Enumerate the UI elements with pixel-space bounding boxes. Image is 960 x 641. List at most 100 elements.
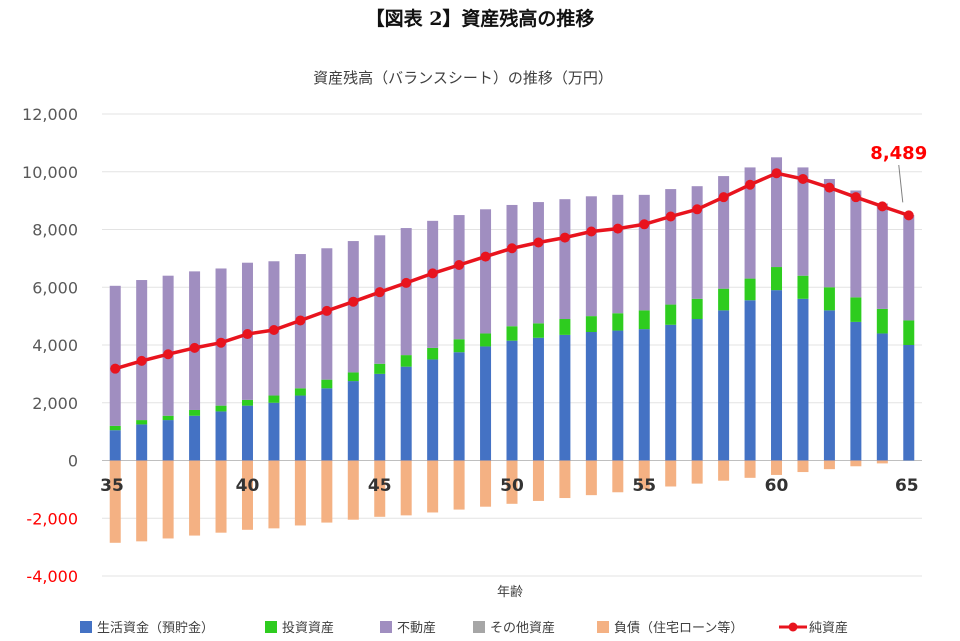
bar-segment: [427, 460, 439, 513]
bar-segment: [823, 178, 835, 288]
bar-segment: [321, 379, 333, 389]
bar-segment: [585, 196, 597, 317]
bar-segment: [797, 298, 809, 461]
net-assets-point: [903, 210, 914, 221]
net-assets-point: [136, 355, 147, 366]
bar-segment: [771, 267, 783, 291]
net-assets-point: [639, 219, 650, 230]
net-assets-point: [771, 168, 782, 179]
bar-segment: [189, 415, 201, 461]
bar-segment: [347, 241, 359, 373]
bar-segment: [718, 288, 730, 311]
bar-segment: [612, 330, 624, 461]
bar-segment: [532, 323, 544, 338]
legend-swatch: [473, 621, 485, 633]
y-tick-label: 0: [68, 452, 78, 471]
net-assets-point: [797, 173, 808, 184]
bar-segment: [850, 190, 862, 298]
bar-segment: [876, 203, 888, 309]
x-tick-label: 50: [500, 476, 524, 496]
bar-segment: [427, 359, 439, 461]
net-assets-point: [480, 251, 491, 262]
bar-segment: [374, 363, 386, 374]
bar-segment: [321, 388, 333, 461]
net-assets-point: [718, 192, 729, 203]
bar-segment: [744, 167, 756, 279]
bar-segment: [506, 340, 518, 461]
bar-segment: [453, 460, 465, 510]
net-assets-point: [507, 243, 517, 254]
bar-segment: [268, 395, 280, 403]
bar-segment: [189, 271, 201, 410]
bar-segment: [453, 339, 465, 353]
bar-segment: [532, 460, 544, 501]
bar-segment: [638, 310, 650, 330]
legend-label: 純資産: [809, 620, 848, 636]
net-assets-point: [216, 337, 227, 348]
bar-segment: [823, 460, 835, 470]
bar-segment: [823, 287, 835, 311]
bar-segment: [691, 186, 703, 299]
x-axis-label: 年齢: [497, 585, 523, 600]
y-tick-label: -2,000: [26, 509, 78, 528]
x-tick-label: 35: [100, 476, 124, 496]
bar-segment: [665, 460, 677, 487]
net-assets-point: [189, 342, 200, 353]
bar-segment: [559, 319, 571, 335]
bar-segment: [268, 402, 280, 461]
bar-segment: [136, 460, 148, 542]
bar-segment: [347, 381, 359, 461]
bar-segment: [718, 460, 730, 481]
bar-segment: [559, 460, 571, 499]
figure-title: 【図表 2】資産残高の推移: [365, 8, 595, 30]
bar-segment: [480, 209, 492, 334]
bar-segment: [532, 202, 544, 324]
bar-segment: [691, 460, 703, 484]
bar-segment: [665, 304, 677, 325]
net-assets-point: [850, 192, 861, 203]
net-assets-point: [665, 211, 676, 222]
legend-swatch: [80, 621, 92, 633]
net-assets-point: [454, 260, 465, 271]
bar-segment: [241, 405, 253, 461]
bar-segment: [744, 278, 756, 301]
bar-segment: [347, 460, 359, 520]
bar-segment: [480, 460, 492, 507]
y-tick-label: 4,000: [32, 336, 78, 355]
bar-segment: [718, 310, 730, 461]
bar-segment: [797, 275, 809, 299]
bar-segment: [638, 329, 650, 461]
net-assets-point: [745, 179, 756, 190]
bar-segment: [559, 334, 571, 461]
bar-segment: [744, 460, 756, 478]
x-axis-ticks: 35 40 45 50 55 60 65: [100, 476, 918, 496]
bar-segment: [718, 176, 730, 289]
net-assets-point: [612, 223, 623, 234]
bar-segment: [850, 297, 862, 322]
net-assets-point: [321, 305, 332, 316]
bar-segment: [638, 460, 650, 490]
bar-segment: [771, 290, 783, 461]
net-assets-point: [163, 349, 174, 360]
bar-segment: [876, 308, 888, 334]
x-tick-label: 45: [368, 476, 392, 496]
bar-segment: [268, 460, 280, 529]
bar-segment: [612, 194, 624, 314]
bar-segment: [876, 333, 888, 461]
y-tick-label: -4,000: [26, 567, 78, 586]
bar-segment: [374, 460, 386, 517]
annotations: 8,489: [870, 143, 927, 203]
net-assets-point: [268, 324, 279, 335]
bar-segment: [506, 326, 518, 341]
bar-segment: [294, 388, 306, 396]
bar-segment: [744, 300, 756, 461]
bar-segment: [585, 460, 597, 496]
y-axis-ticks: -4,000 -2,000 0 2,000 4,000 6,000 8,000 10,000 1…: [22, 105, 78, 586]
net-assets-point: [824, 182, 835, 193]
x-tick-label: 55: [632, 476, 656, 496]
bar-series: [109, 157, 915, 543]
annotation-leader: [898, 164, 904, 203]
net-assets-point: [877, 201, 888, 212]
bar-segment: [189, 409, 201, 416]
